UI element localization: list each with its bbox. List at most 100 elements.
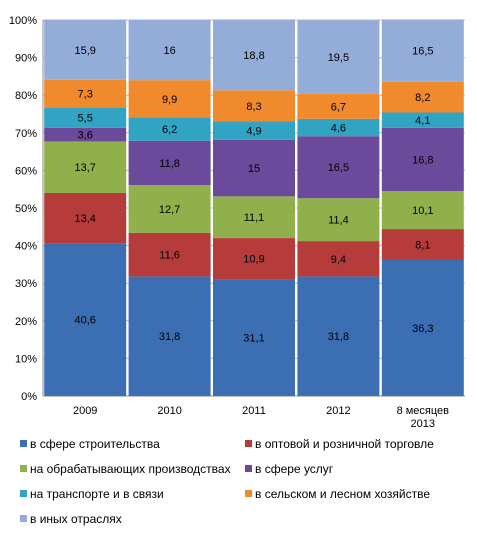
bar-segment [213, 139, 295, 197]
bar-segment [44, 127, 127, 142]
legend-item-services: в сфере услуг [245, 462, 333, 476]
y-tick-label: 10% [15, 353, 37, 365]
bar-segment [213, 19, 295, 91]
data-label: 31,8 [328, 331, 349, 343]
bar-segment [297, 136, 380, 199]
legend-item-manufacturing: на обрабатывающих производствах [20, 462, 231, 476]
stacked-bar-chart: 0% 10% 20% 30% 40% 50% 60% 70% 80% 90% 100% 40,6 13,… [9, 15, 465, 430]
legend-swatch [20, 440, 27, 447]
y-tick-label: 60% [15, 165, 37, 177]
legend-label: в сфере услуг [255, 462, 334, 476]
data-label: 11,1 [244, 212, 265, 224]
bar-segment [44, 20, 127, 80]
y-tick-label: 80% [15, 90, 37, 102]
bar-segment [381, 112, 464, 128]
y-tick-label: 50% [15, 203, 37, 215]
bar-segment [297, 276, 380, 396]
bar-segment [213, 90, 295, 122]
x-tick-label: 8 месяцев [397, 405, 450, 417]
data-label: 16,5 [328, 162, 349, 174]
data-label: 4,6 [331, 123, 346, 135]
data-label: 7,3 [78, 89, 93, 101]
bar-segment [44, 243, 127, 396]
bar-segment [44, 141, 127, 193]
bar-segment [213, 196, 295, 239]
data-label: 4,9 [246, 126, 261, 138]
x-tick-label: 2011 [242, 405, 266, 417]
bar-segment [213, 279, 295, 396]
bar-segment [128, 140, 211, 186]
x-tick-label: 2013 [411, 418, 435, 430]
y-tick-label: 30% [15, 278, 37, 290]
x-tick-label: 2009 [73, 405, 97, 417]
legend-item-construction: в сфере строительства [20, 437, 160, 451]
data-label: 3,6 [78, 130, 93, 142]
legend-label: в сфере строительства [30, 437, 160, 451]
data-label: 18,8 [243, 50, 264, 62]
bar-segment [44, 79, 127, 108]
legend-swatch [20, 465, 27, 472]
bar-segment [381, 229, 464, 260]
bar-segment [213, 121, 295, 140]
data-label: 8,3 [246, 101, 261, 113]
data-label: 11,6 [159, 250, 180, 262]
bar-segment [381, 19, 464, 82]
y-tick-label: 70% [15, 128, 37, 140]
data-label: 16,5 [412, 46, 433, 58]
bar-segment [128, 117, 211, 141]
bar-segment [128, 276, 211, 396]
y-tick-label: 90% [15, 53, 37, 65]
data-label: 4,1 [415, 115, 430, 127]
legend-swatch [245, 440, 252, 447]
data-label: 16 [163, 45, 175, 57]
bar-segment [297, 198, 380, 242]
data-label: 9,4 [331, 254, 346, 266]
bar-segment [297, 93, 380, 119]
bar-segment [128, 20, 211, 81]
data-label: 10,9 [243, 254, 264, 266]
bar-segment [297, 118, 380, 137]
legend-label: в иных отраслях [30, 512, 122, 526]
data-label: 8,2 [415, 92, 430, 104]
legend-swatch [245, 465, 252, 472]
y-tick-label: 40% [15, 241, 37, 253]
legend-item-trade: в оптовой и розничной торговле [245, 437, 434, 451]
data-label: 5,5 [78, 113, 93, 125]
data-label: 15 [248, 163, 260, 175]
data-label: 10,1 [412, 205, 433, 217]
data-label: 12,7 [159, 204, 180, 216]
bar-segment [297, 241, 380, 277]
bar-segment [128, 232, 211, 277]
bar-segment [213, 238, 295, 280]
bar-segment [381, 191, 464, 230]
legend-item-agriculture: в сельском и лесном хозяйстве [245, 487, 430, 501]
bar-segment [44, 192, 127, 244]
data-label: 9,9 [162, 94, 177, 106]
y-tick-label: 20% [15, 316, 37, 328]
legend-item-transport: на транспорте и в связи [20, 487, 164, 501]
data-label: 6,7 [331, 101, 346, 113]
bar-segment [381, 81, 464, 113]
data-label: 16,8 [412, 154, 433, 166]
legend-item-other: в иных отраслях [20, 512, 122, 526]
data-label: 40,6 [74, 315, 95, 327]
data-label: 31,8 [159, 331, 180, 343]
data-label: 15,9 [74, 45, 95, 57]
bar-segment [381, 127, 464, 192]
data-label: 11,4 [328, 215, 349, 227]
y-tick-label: 100% [9, 15, 37, 27]
data-label: 31,1 [243, 333, 264, 345]
data-label: 6,2 [162, 124, 177, 136]
bar-segment [128, 185, 211, 233]
data-label: 13,7 [74, 162, 95, 174]
legend-swatch [20, 490, 27, 497]
data-label: 19,5 [328, 52, 349, 64]
legend-swatch [245, 490, 252, 497]
legend-label: на транспорте и в связи [30, 487, 164, 501]
bar-segment [297, 20, 380, 94]
x-tick-label: 2012 [326, 405, 350, 417]
x-tick-label: 2010 [157, 405, 181, 417]
data-label: 36,3 [412, 323, 433, 335]
data-label: 8,1 [415, 239, 430, 251]
bar-segment [128, 80, 211, 118]
